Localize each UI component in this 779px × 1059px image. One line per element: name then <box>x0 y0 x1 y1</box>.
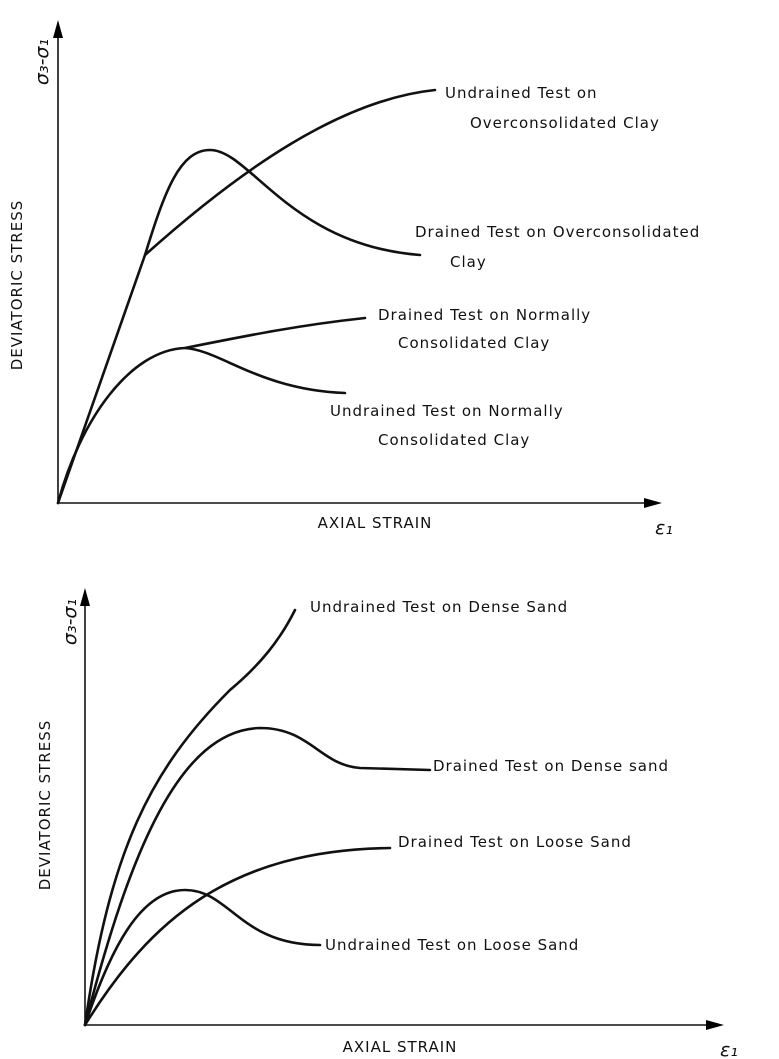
curve <box>83 608 297 1027</box>
arrow <box>644 498 662 508</box>
x-label: AXIAL STRAIN <box>318 514 433 532</box>
curve-label: Undrained Test on Dense Sand <box>310 598 568 616</box>
curve-label: Undrained Test on Loose Sand <box>325 936 579 954</box>
curve <box>83 846 392 1027</box>
curve <box>83 888 322 1027</box>
curve-label: Undrained Test on Overconsolidated Clay <box>445 84 660 132</box>
curve <box>83 726 432 1027</box>
y-symbol: σ₃-σ₁ <box>59 599 81 645</box>
panel-clay: σ₃-σ₁ DEVIATORIC STRESS AXIAL STRAIN ε₁ … <box>8 20 700 539</box>
curve <box>183 346 347 395</box>
x-symbol: ε₁ <box>720 1039 738 1059</box>
arrow <box>53 20 63 38</box>
y-symbol: σ₃-σ₁ <box>31 39 53 85</box>
x-label: AXIAL STRAIN <box>343 1038 458 1056</box>
arrow <box>80 588 90 606</box>
curve-label: Drained Test on Normally Consolidated Cla… <box>378 306 591 352</box>
curve <box>143 88 437 257</box>
y-label: DEVIATORIC STRESS <box>36 720 54 891</box>
y-label: DEVIATORIC STRESS <box>8 200 26 371</box>
curve <box>56 316 367 505</box>
curve <box>56 148 422 505</box>
curve-label: Undrained Test on Normally Consolidated C… <box>330 402 564 449</box>
x-symbol: ε₁ <box>655 517 673 539</box>
arrow <box>706 1020 724 1030</box>
curve-label: Drained Test on Dense sand <box>433 757 669 775</box>
curve-label: Drained Test on Overconsolidated Clay <box>415 223 700 271</box>
panel-sand: σ₃-σ₁ DEVIATORIC STRESS AXIAL STRAIN ε₁ … <box>36 588 738 1059</box>
curve-label: Drained Test on Loose Sand <box>398 833 632 851</box>
